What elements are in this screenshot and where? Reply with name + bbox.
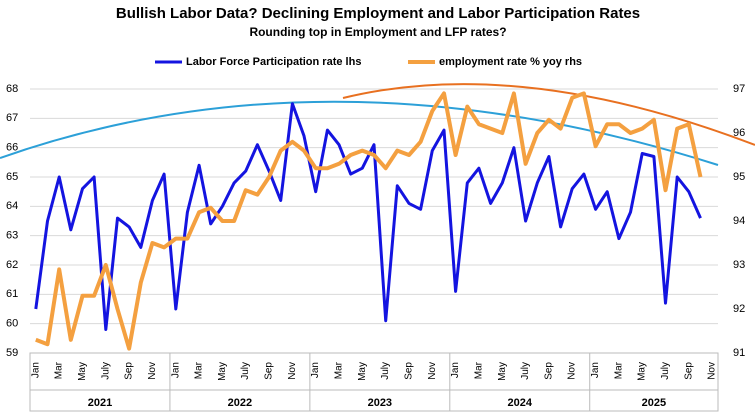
x-tick-label: May <box>357 362 368 381</box>
x-tick-label: Mar <box>613 361 624 379</box>
series-line <box>34 102 702 331</box>
y-tick-label: 68 <box>6 83 18 95</box>
y-tick-label: 65 <box>6 171 18 183</box>
x-tick-label: Nov <box>567 362 578 380</box>
x-tick-label: Nov <box>287 362 298 380</box>
trend-line <box>0 100 719 166</box>
x-tick-label: May <box>637 362 648 381</box>
x-tick-label: Nov <box>147 362 158 380</box>
y-tick-label: 60 <box>6 318 18 330</box>
y2-tick-label: 95 <box>733 171 745 183</box>
x-tick-label: Sep <box>403 362 414 380</box>
x-tick-label: May <box>77 362 88 381</box>
x-tick-label: July <box>100 362 111 380</box>
series-line <box>35 91 703 351</box>
x-tick-label: July <box>660 362 671 380</box>
y-tick-label: 59 <box>6 347 18 359</box>
x-tick-label: July <box>240 362 251 380</box>
legend-label: Labor Force Participation rate lhs <box>186 56 361 68</box>
x-tick-label: Mar <box>473 361 484 379</box>
x-tick-label: Mar <box>334 361 345 379</box>
x-tick-label: Sep <box>543 362 554 380</box>
y2-tick-label: 93 <box>733 259 745 271</box>
y-tick-label: 64 <box>6 200 18 212</box>
chart-subtitle: Rounding top in Employment and LFP rates… <box>249 25 506 39</box>
x-tick-label: Nov <box>707 362 718 380</box>
year-label: 2022 <box>228 397 252 409</box>
x-tick-label: Sep <box>124 362 135 380</box>
year-label: 2023 <box>368 397 392 409</box>
x-tick-label: Mar <box>194 361 205 379</box>
y2-tick-label: 97 <box>733 83 745 95</box>
x-tick-label: May <box>217 362 228 381</box>
y2-tick-label: 92 <box>733 303 745 315</box>
y-tick-label: 62 <box>6 259 18 271</box>
y-tick-label: 63 <box>6 230 18 242</box>
year-label: 2025 <box>642 397 666 409</box>
x-tick-label: Jan <box>30 362 41 378</box>
x-tick-label: July <box>380 362 391 380</box>
x-tick-label: Sep <box>683 362 694 380</box>
x-tick-label: July <box>520 362 531 380</box>
y2-tick-label: 94 <box>733 215 745 227</box>
x-tick-label: Mar <box>54 361 65 379</box>
y-tick-label: 66 <box>6 142 18 154</box>
year-label: 2021 <box>88 397 112 409</box>
y-tick-label: 61 <box>6 288 18 300</box>
y-tick-label: 67 <box>6 112 18 124</box>
x-tick-label: Nov <box>427 362 438 380</box>
y2-tick-label: 96 <box>733 127 745 139</box>
trend-line <box>342 83 755 146</box>
year-label: 2024 <box>508 397 533 409</box>
x-tick-label: Jan <box>590 362 601 378</box>
legend-label: employment rate % yoy rhs <box>439 56 582 68</box>
y2-tick-label: 91 <box>733 347 745 359</box>
x-tick-label: Jan <box>310 362 321 378</box>
x-tick-label: May <box>497 362 508 381</box>
x-tick-label: Jan <box>170 362 181 378</box>
chart-title: Bullish Labor Data? Declining Employment… <box>116 5 640 22</box>
x-tick-label: Jan <box>450 362 461 378</box>
x-tick-label: Sep <box>264 362 275 380</box>
